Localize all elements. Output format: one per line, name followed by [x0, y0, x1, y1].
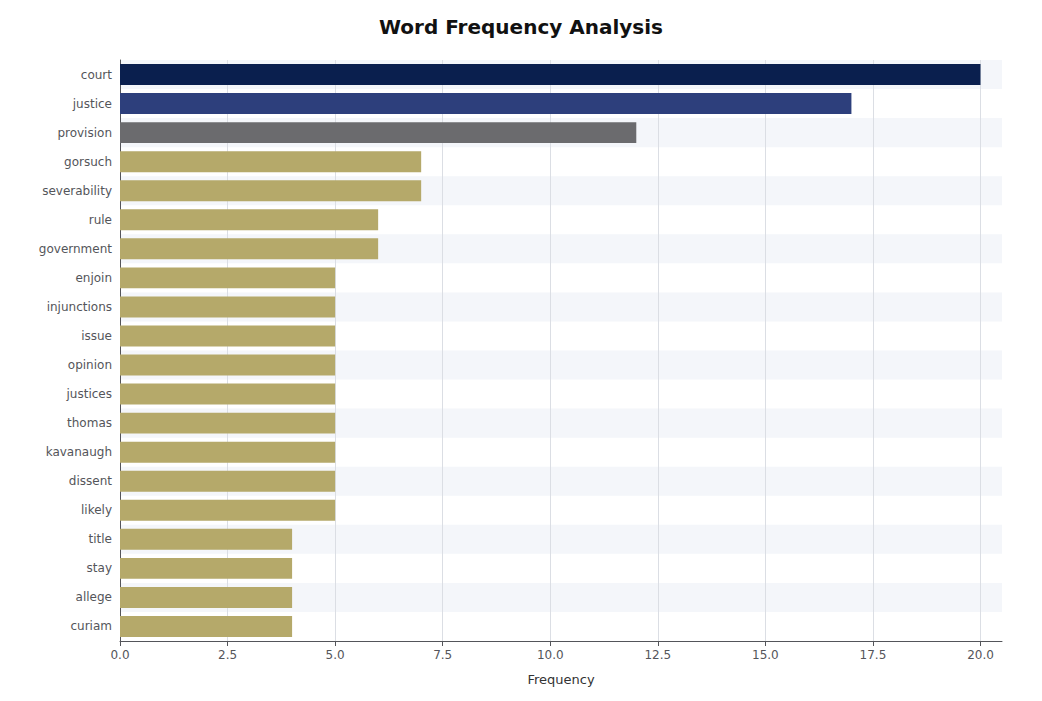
- svg-text:10.0: 10.0: [537, 648, 564, 662]
- svg-text:provision: provision: [57, 126, 112, 140]
- svg-text:justice: justice: [72, 97, 112, 111]
- svg-text:enjoin: enjoin: [75, 271, 112, 285]
- svg-text:7.5: 7.5: [433, 648, 452, 662]
- svg-text:Frequency: Frequency: [527, 672, 594, 687]
- svg-text:15.0: 15.0: [752, 648, 779, 662]
- svg-text:0.0: 0.0: [110, 648, 129, 662]
- svg-text:Word Frequency Analysis: Word Frequency Analysis: [379, 15, 663, 39]
- svg-text:severability: severability: [42, 184, 112, 198]
- svg-text:rule: rule: [89, 213, 112, 227]
- svg-text:gorsuch: gorsuch: [64, 155, 112, 169]
- svg-text:title: title: [89, 532, 112, 546]
- svg-text:kavanaugh: kavanaugh: [46, 445, 112, 459]
- svg-text:court: court: [81, 68, 112, 82]
- svg-text:stay: stay: [87, 561, 112, 575]
- svg-text:12.5: 12.5: [644, 648, 671, 662]
- svg-text:government: government: [39, 242, 112, 256]
- svg-text:17.5: 17.5: [860, 648, 887, 662]
- svg-text:5.0: 5.0: [326, 648, 345, 662]
- svg-text:dissent: dissent: [69, 474, 112, 488]
- svg-text:2.5: 2.5: [218, 648, 237, 662]
- svg-text:opinion: opinion: [68, 358, 112, 372]
- svg-text:allege: allege: [76, 590, 112, 604]
- svg-text:injunctions: injunctions: [47, 300, 112, 314]
- svg-text:justices: justices: [66, 387, 112, 401]
- svg-text:curiam: curiam: [70, 619, 112, 633]
- svg-text:issue: issue: [81, 329, 112, 343]
- svg-text:20.0: 20.0: [967, 648, 994, 662]
- svg-text:thomas: thomas: [67, 416, 112, 430]
- svg-text:likely: likely: [81, 503, 112, 517]
